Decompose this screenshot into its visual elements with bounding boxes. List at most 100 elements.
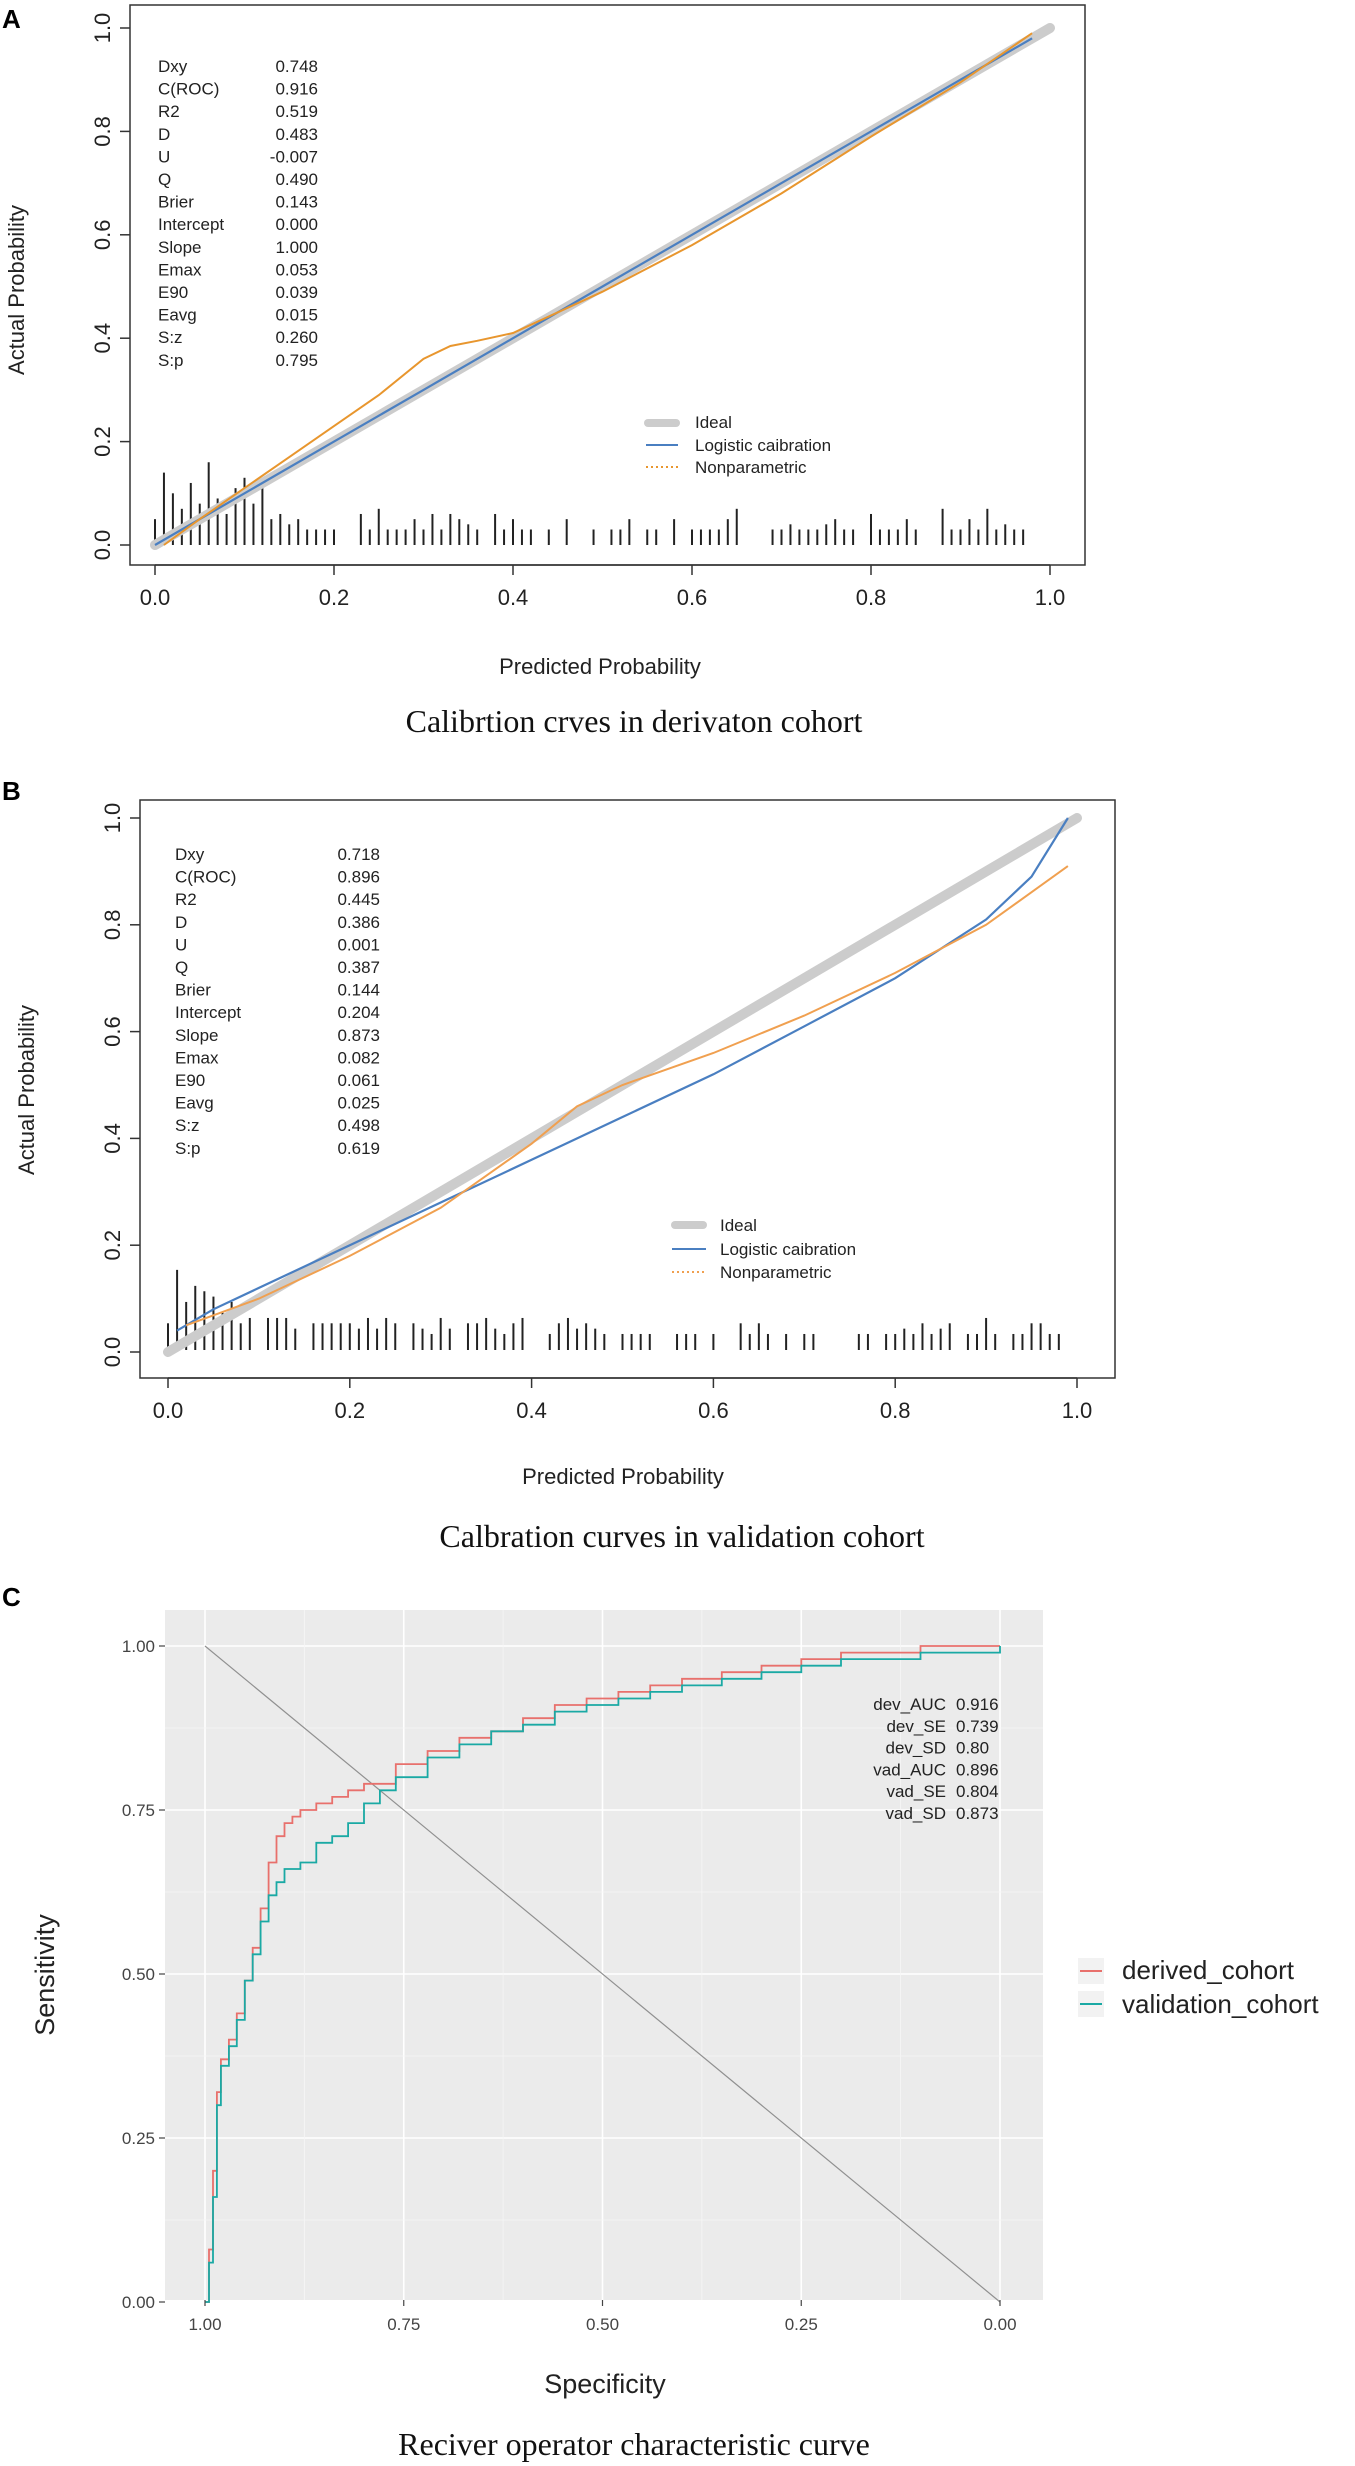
logistic-calibration-line <box>176 817 1069 1332</box>
panel-c-legend-derived: derived_cohort <box>1122 1955 1295 1985</box>
x-tick-label: 1.0 <box>1062 1398 1093 1423</box>
panel-a-label: A <box>2 4 21 34</box>
roc-validation-cohort-line <box>205 1646 1001 2303</box>
y-tick-label: 0.6 <box>100 1016 125 1047</box>
stat-value: 0.483 <box>275 125 318 144</box>
stat-value: -0.007 <box>270 147 318 166</box>
stat-name: vad_AUC <box>873 1760 946 1779</box>
panel-c-series <box>205 1645 1001 2303</box>
stat-value: 0.039 <box>275 283 318 302</box>
stat-name: Intercept <box>175 1003 241 1022</box>
y-tick-label: 0.8 <box>100 910 125 941</box>
stat-name: R2 <box>158 102 180 121</box>
stat-name: Slope <box>175 1026 218 1045</box>
panel-b: B 0.0 0.2 0.4 0.6 0.8 1.0 0.00.20.40.60.81.0 … <box>2 776 1116 1554</box>
x-tick-label: 0.00 <box>983 2315 1016 2334</box>
stat-name: D <box>158 125 170 144</box>
stat-value: 0.053 <box>275 260 318 279</box>
y-tick-label: 0.8 <box>90 116 115 147</box>
stat-name: Q <box>175 958 188 977</box>
panel-b-legend-nonparametric: Nonparametric <box>720 1263 832 1282</box>
stat-name: R2 <box>175 890 197 909</box>
stat-value: 0.619 <box>337 1139 380 1158</box>
stat-name: vad_SD <box>886 1804 946 1823</box>
stat-name: E90 <box>158 283 188 302</box>
stat-value: 0.445 <box>337 890 380 909</box>
stat-name: Brier <box>158 193 194 212</box>
panel-a-x-label: Predicted Probability <box>499 654 701 679</box>
panel-b-y-ticks: 0.0 0.2 0.4 0.6 0.8 1.0 <box>100 803 140 1368</box>
stat-name: S:p <box>175 1139 201 1158</box>
stat-name: C(ROC) <box>175 868 236 887</box>
stat-name: U <box>175 935 187 954</box>
stat-value: 0.082 <box>337 1048 380 1067</box>
y-tick-label: 0.00 <box>122 2293 155 2312</box>
x-tick-label: 0.0 <box>140 585 171 610</box>
stat-value: 0.498 <box>337 1116 380 1135</box>
x-tick-label: 1.00 <box>188 2315 221 2334</box>
panel-b-legend-ideal: Ideal <box>720 1216 757 1235</box>
panel-b-series <box>163 813 1082 1357</box>
x-tick-label: 0.4 <box>516 1398 547 1423</box>
panel-b-caption: Calbration curves in validation cohort <box>439 1518 924 1554</box>
x-tick-label: 0.2 <box>319 585 350 610</box>
stat-name: Dxy <box>158 57 188 76</box>
panel-c-legend-validation: validation_cohort <box>1122 1989 1319 2019</box>
panel-c: C 1.00 0.75 0.50 0.25 0.00 0.000.250.500.751… <box>2 1582 1319 2462</box>
stat-value: 0.873 <box>956 1804 999 1823</box>
panel-c-stats-table: dev_AUC 0.916 dev_SE 0.739 dev_SD 0.80 vad_AUC… <box>873 1695 998 1823</box>
panel-a: A 0.0 0.2 0.4 0.6 0.8 1.0 0.00.20.40.60.81.0 … <box>2 4 1086 739</box>
panel-a-legend-logistic: Logistic caibration <box>695 436 831 455</box>
stat-value: 0.000 <box>275 215 318 234</box>
stat-value: 0.061 <box>337 1071 380 1090</box>
nonparametric-line <box>185 865 1069 1327</box>
x-tick-label: 0.6 <box>698 1398 729 1423</box>
y-tick-label: 0.0 <box>100 1337 125 1368</box>
stat-value: 0.001 <box>337 935 380 954</box>
stat-value: 0.873 <box>337 1026 380 1045</box>
stat-name: Dxy <box>175 845 205 864</box>
stat-name: S:p <box>158 351 184 370</box>
panel-c-grid <box>165 1610 1043 2303</box>
y-tick-label: 0.2 <box>90 426 115 457</box>
panel-c-y-label: Sensitivity <box>30 1914 60 2036</box>
stat-value: 0.387 <box>337 958 380 977</box>
x-tick-label: 0.8 <box>880 1398 911 1423</box>
stat-name: S:z <box>175 1116 200 1135</box>
panel-b-y-label: Actual Probability <box>14 1005 39 1175</box>
panel-b-label: B <box>2 776 21 806</box>
panel-b-legend-logistic: Logistic caibration <box>720 1240 856 1259</box>
stat-name: Emax <box>158 260 202 279</box>
stat-name: Slope <box>158 238 201 257</box>
panel-c-caption: Reciver operator characteristic curve <box>398 2426 870 2462</box>
stat-value: 0.519 <box>275 102 318 121</box>
panel-a-legend-nonparametric: Nonparametric <box>695 458 807 477</box>
panel-a-legend-ideal: Ideal <box>695 413 732 432</box>
stat-name: Q <box>158 170 171 189</box>
stat-value: 0.916 <box>956 1695 999 1714</box>
x-tick-label: 0.25 <box>785 2315 818 2334</box>
y-tick-label: 1.0 <box>100 803 125 834</box>
y-tick-label: 1.00 <box>122 1637 155 1656</box>
stat-value: 0.718 <box>337 845 380 864</box>
logistic-calibration-line <box>154 37 1033 546</box>
stat-value: 0.015 <box>275 306 318 325</box>
stat-value: 0.916 <box>275 80 318 99</box>
x-tick-label: 0.50 <box>586 2315 619 2334</box>
stat-value: 0.386 <box>337 913 380 932</box>
stat-name: dev_SE <box>886 1717 946 1736</box>
x-tick-label: 0.0 <box>153 1398 184 1423</box>
stat-value: 0.143 <box>275 193 318 212</box>
panel-c-x-label: Specificity <box>544 2369 666 2399</box>
stat-name: dev_AUC <box>873 1695 946 1714</box>
stat-name: U <box>158 147 170 166</box>
y-tick-label: 0.0 <box>90 530 115 561</box>
panel-b-stats-table: Dxy 0.718 C(ROC) 0.896 R2 0.445 D 0.386 U 0.001 Q 0… <box>175 845 380 1158</box>
stat-name: Emax <box>175 1048 219 1067</box>
panel-c-y-ticks: 0.00 0.25 0.50 0.75 1.00 <box>122 1637 165 2312</box>
panel-b-rug <box>167 1269 1060 1350</box>
panel-a-series <box>150 23 1055 550</box>
x-tick-label: 0.75 <box>387 2315 420 2334</box>
panel-c-reference-diagonal <box>204 1645 1001 2303</box>
stat-name: Brier <box>175 981 211 1000</box>
